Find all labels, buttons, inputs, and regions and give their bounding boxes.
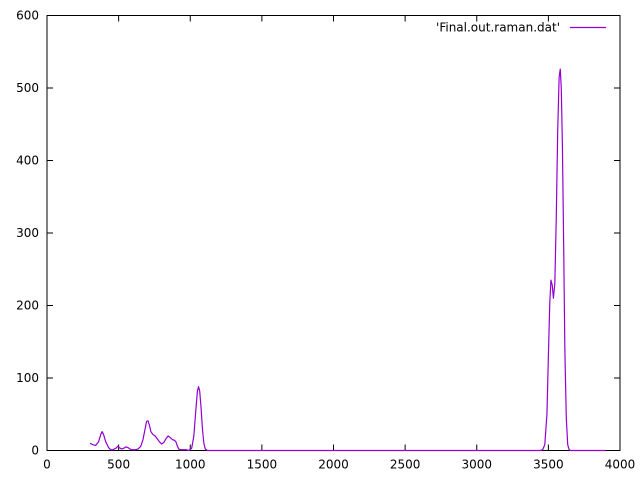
- y-tick-label: 300: [16, 226, 39, 240]
- x-tick-label: 2000: [318, 458, 349, 472]
- series-group: [89, 68, 606, 452]
- plot-frame: [46, 15, 621, 451]
- legend: 'Final.out.raman.dat': [436, 21, 606, 35]
- axis-tick-labels: 0 500 1000 1500 2000 2500 3000 3500 4000 0 100 200 3…: [16, 9, 635, 472]
- y-tick-label: 500: [16, 81, 39, 95]
- y-tick-label: 100: [16, 371, 39, 385]
- x-tick-label: 0: [43, 458, 51, 472]
- x-tick-label: 1500: [247, 458, 278, 472]
- x-tick-label: 3000: [461, 458, 492, 472]
- series-line: [89, 68, 606, 452]
- x-tick-label: 2500: [390, 458, 421, 472]
- x-tick-label: 3500: [533, 458, 564, 472]
- y-tick-label: 0: [31, 444, 39, 458]
- y-tick-label: 200: [16, 299, 39, 313]
- x-tick-label: 4000: [605, 458, 636, 472]
- x-tick-label: 500: [107, 458, 130, 472]
- legend-label: 'Final.out.raman.dat': [436, 21, 560, 35]
- axis-ticks: [46, 15, 621, 451]
- y-tick-label: 400: [16, 154, 39, 168]
- y-tick-label: 600: [16, 9, 39, 23]
- x-tick-label: 1000: [175, 458, 206, 472]
